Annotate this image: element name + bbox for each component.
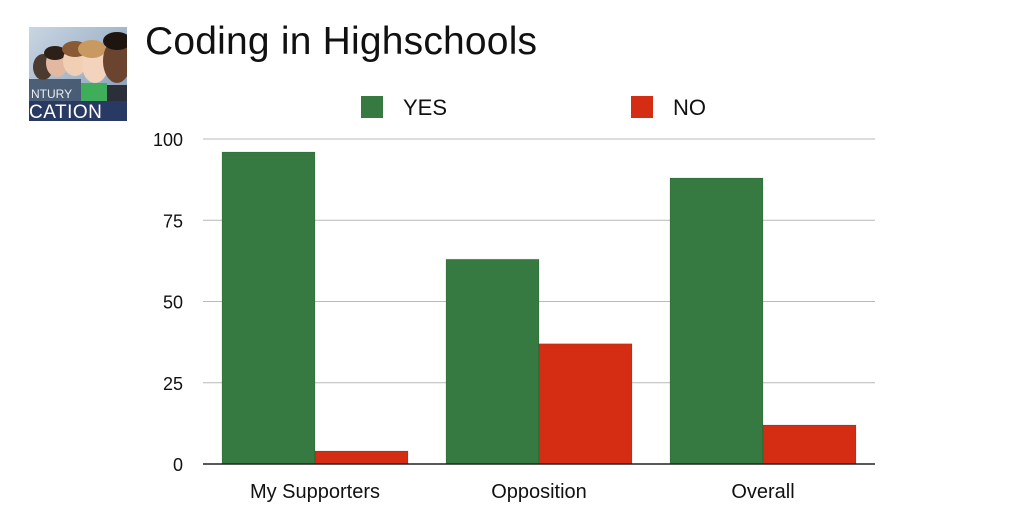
x-category-label: My Supporters [250, 481, 380, 503]
x-category-label: Overall [731, 481, 794, 503]
bar-no-2 [538, 343, 633, 465]
slide-title: Coding in Highschools [145, 20, 538, 63]
legend-swatch-no [631, 96, 653, 118]
bar-no-3 [762, 424, 857, 465]
bar-no-1 [314, 450, 409, 465]
logo-text-bottom: CATION [29, 102, 102, 121]
y-tick-label: 50 [163, 293, 183, 313]
bars [221, 151, 857, 465]
y-tick-label: 100 [153, 130, 183, 150]
y-tick-label: 75 [163, 211, 183, 231]
legend-label-no: NO [673, 95, 706, 120]
education-logo-image: NTURY CATION [29, 27, 127, 121]
y-tick-label: 25 [163, 374, 183, 394]
legend: YES NO [361, 95, 706, 120]
y-axis: 0 25 50 75 100 [153, 130, 183, 475]
x-category-label: Opposition [491, 481, 587, 503]
bar-yes-2 [445, 258, 540, 465]
bar-yes-1 [221, 151, 316, 465]
legend-label-yes: YES [403, 95, 447, 120]
bar-yes-3 [669, 177, 764, 465]
education-logo: NTURY CATION [29, 27, 127, 121]
x-axis: My Supporters Opposition Overall [250, 481, 795, 503]
logo-text-top: NTURY [31, 87, 72, 101]
legend-swatch-yes [361, 96, 383, 118]
y-tick-label: 0 [173, 455, 183, 475]
